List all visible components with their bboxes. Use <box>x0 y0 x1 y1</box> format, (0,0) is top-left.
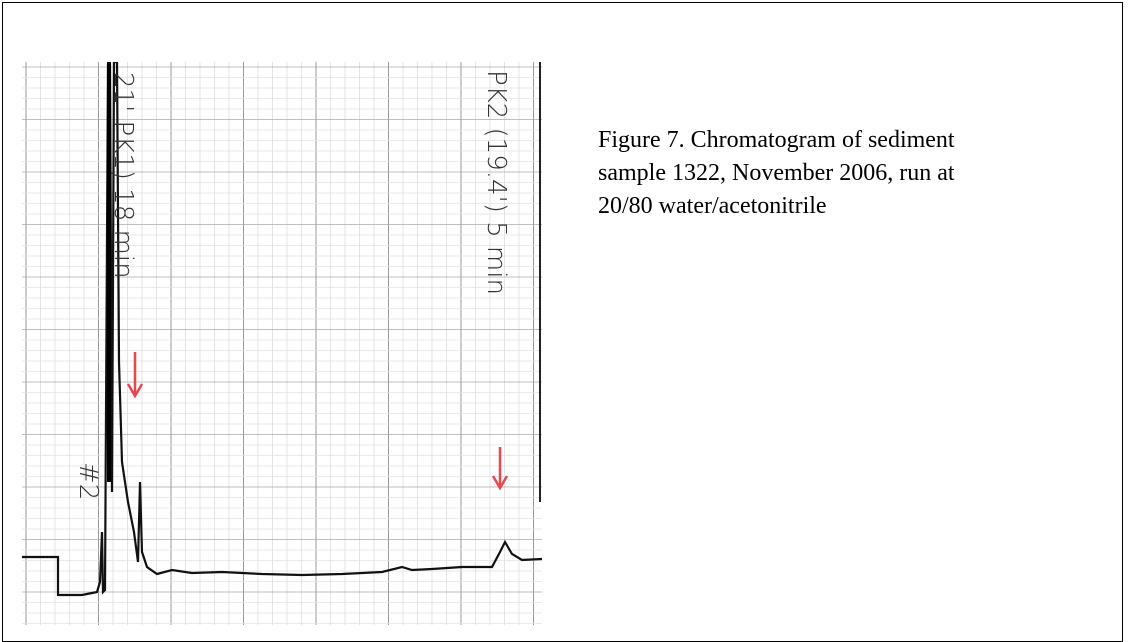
handwritten-note: PK2 (19.4') 5 min <box>481 70 511 295</box>
handwritten-note: 21' PK1) 18 min <box>108 72 138 279</box>
arrow <box>126 352 144 399</box>
figure-caption: Figure 7. Chromatogram of sediment sampl… <box>598 124 955 223</box>
arrow <box>491 447 509 491</box>
paper <box>22 62 542 625</box>
caption-line: sample 1322, November 2006, run at <box>598 160 955 186</box>
handwritten-note: #2 <box>73 462 103 500</box>
caption-line: 20/80 water/acetonitrile <box>598 193 827 219</box>
chromatogram-trace <box>22 62 542 597</box>
caption-line: Figure 7. Chromatogram of sediment <box>598 127 955 153</box>
chromatogram-scan: #2 21' PK1) 18 min PK2 (19.4') 5 min <box>22 62 542 625</box>
